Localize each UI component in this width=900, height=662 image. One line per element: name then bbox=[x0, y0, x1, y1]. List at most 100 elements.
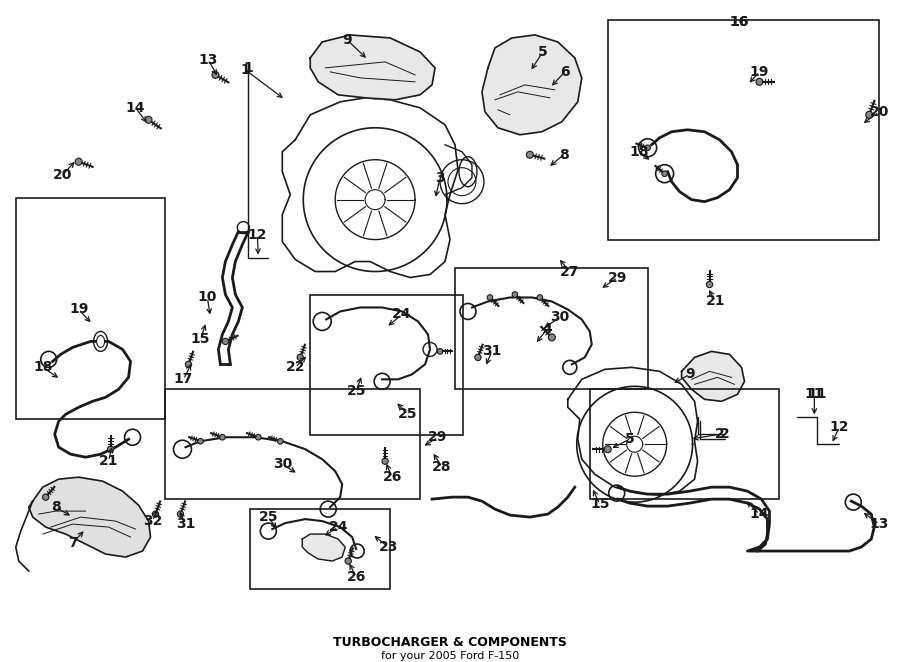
Circle shape bbox=[177, 511, 184, 517]
Text: 16: 16 bbox=[730, 15, 749, 29]
Text: 26: 26 bbox=[382, 470, 401, 484]
Text: 11: 11 bbox=[805, 387, 824, 401]
Text: 13: 13 bbox=[869, 517, 889, 531]
Text: 18: 18 bbox=[630, 145, 650, 159]
Circle shape bbox=[42, 494, 49, 500]
Text: 24: 24 bbox=[328, 520, 348, 534]
Text: 10: 10 bbox=[198, 291, 217, 305]
Text: 27: 27 bbox=[560, 265, 580, 279]
Text: 20: 20 bbox=[869, 105, 889, 118]
Text: 12: 12 bbox=[248, 228, 267, 242]
Text: 5: 5 bbox=[625, 432, 634, 446]
Circle shape bbox=[145, 117, 152, 123]
Text: 11: 11 bbox=[807, 387, 827, 401]
Polygon shape bbox=[283, 98, 458, 277]
Circle shape bbox=[277, 438, 284, 444]
Bar bbox=[166, 389, 420, 499]
Bar bbox=[455, 267, 648, 389]
Text: 1: 1 bbox=[244, 61, 253, 75]
Ellipse shape bbox=[96, 336, 104, 348]
Polygon shape bbox=[482, 35, 581, 135]
Text: 29: 29 bbox=[428, 430, 447, 444]
Circle shape bbox=[645, 145, 651, 150]
Bar bbox=[310, 295, 463, 435]
Text: 13: 13 bbox=[199, 53, 218, 67]
Text: 31: 31 bbox=[482, 344, 501, 358]
Text: 30: 30 bbox=[550, 310, 570, 324]
Text: 2: 2 bbox=[715, 427, 724, 442]
Circle shape bbox=[220, 434, 225, 440]
Circle shape bbox=[345, 558, 351, 564]
Bar bbox=[590, 389, 779, 499]
Circle shape bbox=[222, 338, 229, 344]
Text: 16: 16 bbox=[730, 15, 749, 29]
Text: 4: 4 bbox=[542, 322, 552, 336]
Polygon shape bbox=[568, 367, 698, 495]
Text: 5: 5 bbox=[538, 45, 548, 59]
Text: 7: 7 bbox=[68, 536, 77, 550]
Text: 32: 32 bbox=[143, 514, 162, 528]
Polygon shape bbox=[29, 477, 150, 557]
Circle shape bbox=[662, 171, 668, 177]
Text: 28: 28 bbox=[432, 460, 452, 474]
Circle shape bbox=[107, 446, 113, 452]
Text: 17: 17 bbox=[174, 372, 194, 387]
Text: 3: 3 bbox=[436, 171, 445, 185]
Text: 31: 31 bbox=[176, 517, 195, 531]
Text: 18: 18 bbox=[33, 360, 52, 374]
Circle shape bbox=[756, 78, 763, 85]
Text: 6: 6 bbox=[560, 65, 570, 79]
Polygon shape bbox=[681, 352, 744, 401]
Circle shape bbox=[76, 158, 82, 166]
Text: 19: 19 bbox=[69, 303, 88, 316]
Circle shape bbox=[537, 295, 543, 301]
Polygon shape bbox=[302, 534, 346, 561]
Text: 8: 8 bbox=[50, 500, 60, 514]
Text: 9: 9 bbox=[685, 367, 695, 381]
Circle shape bbox=[256, 434, 261, 440]
Text: 26: 26 bbox=[346, 570, 366, 584]
Circle shape bbox=[526, 151, 534, 158]
Text: 25: 25 bbox=[399, 407, 418, 421]
Text: 25: 25 bbox=[346, 385, 366, 399]
Ellipse shape bbox=[94, 332, 108, 352]
Text: for your 2005 Ford F-150: for your 2005 Ford F-150 bbox=[381, 651, 519, 661]
Text: 15: 15 bbox=[590, 497, 609, 511]
Circle shape bbox=[212, 71, 219, 78]
Text: 20: 20 bbox=[53, 167, 72, 181]
Text: 22: 22 bbox=[285, 360, 305, 374]
Text: 9: 9 bbox=[342, 33, 352, 47]
Circle shape bbox=[198, 438, 203, 444]
Circle shape bbox=[866, 111, 873, 118]
Circle shape bbox=[487, 295, 492, 301]
Text: 29: 29 bbox=[608, 271, 627, 285]
Text: 14: 14 bbox=[750, 507, 770, 521]
Text: 19: 19 bbox=[750, 65, 770, 79]
Circle shape bbox=[604, 446, 611, 453]
Bar bbox=[16, 198, 166, 419]
Circle shape bbox=[297, 354, 303, 361]
Text: 15: 15 bbox=[191, 332, 211, 346]
Text: 30: 30 bbox=[273, 457, 292, 471]
Bar bbox=[250, 509, 390, 589]
Circle shape bbox=[437, 349, 443, 354]
Text: 23: 23 bbox=[378, 540, 398, 554]
Text: 8: 8 bbox=[559, 148, 569, 162]
Circle shape bbox=[382, 458, 388, 464]
Text: 12: 12 bbox=[830, 420, 849, 434]
Circle shape bbox=[185, 361, 192, 367]
Text: TURBOCHARGER & COMPONENTS: TURBOCHARGER & COMPONENTS bbox=[333, 636, 567, 649]
Text: 21: 21 bbox=[706, 295, 725, 308]
Text: 25: 25 bbox=[258, 510, 278, 524]
Circle shape bbox=[548, 334, 555, 341]
Text: 1: 1 bbox=[240, 63, 250, 77]
Circle shape bbox=[512, 292, 517, 297]
Text: 14: 14 bbox=[126, 101, 145, 115]
Circle shape bbox=[475, 354, 482, 361]
Text: 21: 21 bbox=[99, 454, 118, 468]
Bar bbox=[608, 20, 879, 240]
Text: 24: 24 bbox=[392, 307, 412, 322]
Circle shape bbox=[706, 281, 713, 288]
Polygon shape bbox=[310, 35, 435, 100]
Text: 2: 2 bbox=[720, 427, 729, 442]
